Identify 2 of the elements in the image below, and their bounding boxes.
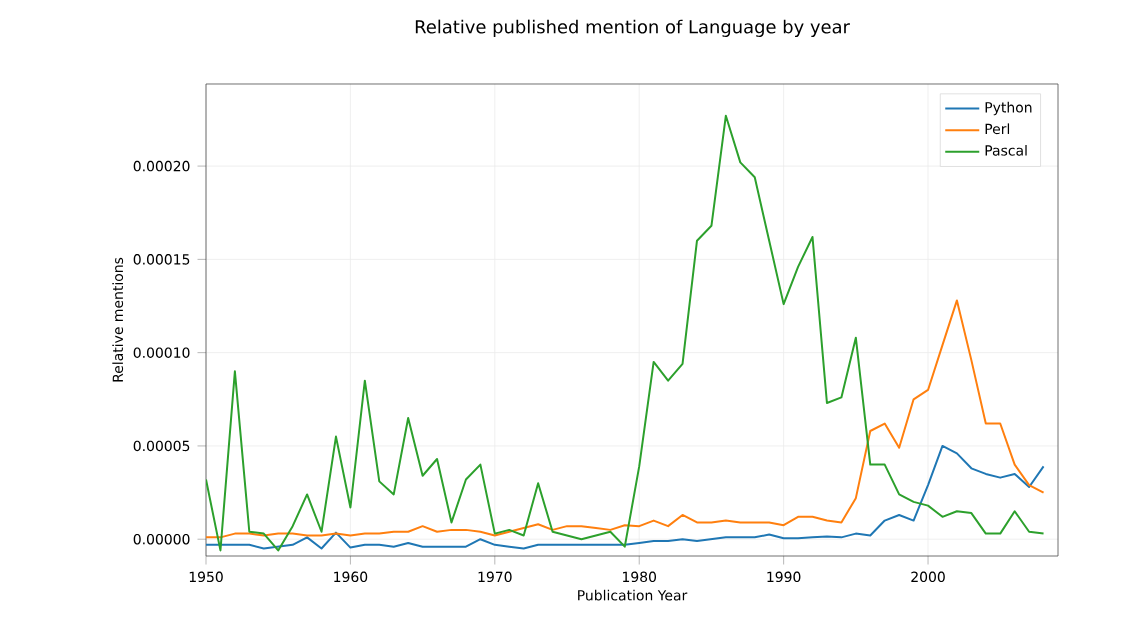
chart-title: Relative published mention of Language by year: [415, 19, 850, 37]
line-series: [206, 114, 1045, 552]
